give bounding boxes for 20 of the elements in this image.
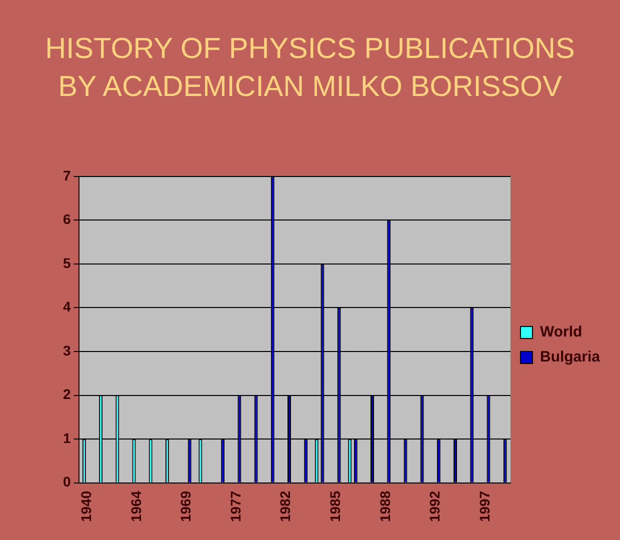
x-tick-label: 1982 bbox=[277, 490, 294, 522]
x-tick-label: 1977 bbox=[227, 490, 244, 522]
x-tick-label: 1964 bbox=[128, 490, 144, 522]
y-tick-label: 3 bbox=[62, 342, 71, 358]
y-tick-label: 2 bbox=[62, 386, 71, 402]
x-tick-label: 1985 bbox=[327, 490, 344, 522]
y-tick-label: 1 bbox=[62, 430, 71, 446]
y-tick-label: 0 bbox=[62, 474, 71, 490]
legend-label: World bbox=[540, 324, 582, 341]
legend-label: Bulgaria bbox=[540, 348, 601, 366]
x-tick-label: 1992 bbox=[426, 490, 443, 522]
y-tick-label: 5 bbox=[62, 254, 71, 271]
y-tick-label: 7 bbox=[62, 167, 71, 184]
x-tick-label: 1969 bbox=[178, 490, 194, 522]
y-tick-label: 6 bbox=[62, 211, 71, 228]
chart-title: HISTORY OF PHYSICS PUBLICATIONS BY ACADEMICIAN MILKO BORISSOV bbox=[44, 32, 576, 105]
x-tick-label: 1988 bbox=[376, 490, 393, 522]
x-tick-label: 1997 bbox=[476, 490, 492, 522]
x-tick-label: 1940 bbox=[78, 490, 94, 522]
y-tick-label: 4 bbox=[62, 298, 71, 315]
